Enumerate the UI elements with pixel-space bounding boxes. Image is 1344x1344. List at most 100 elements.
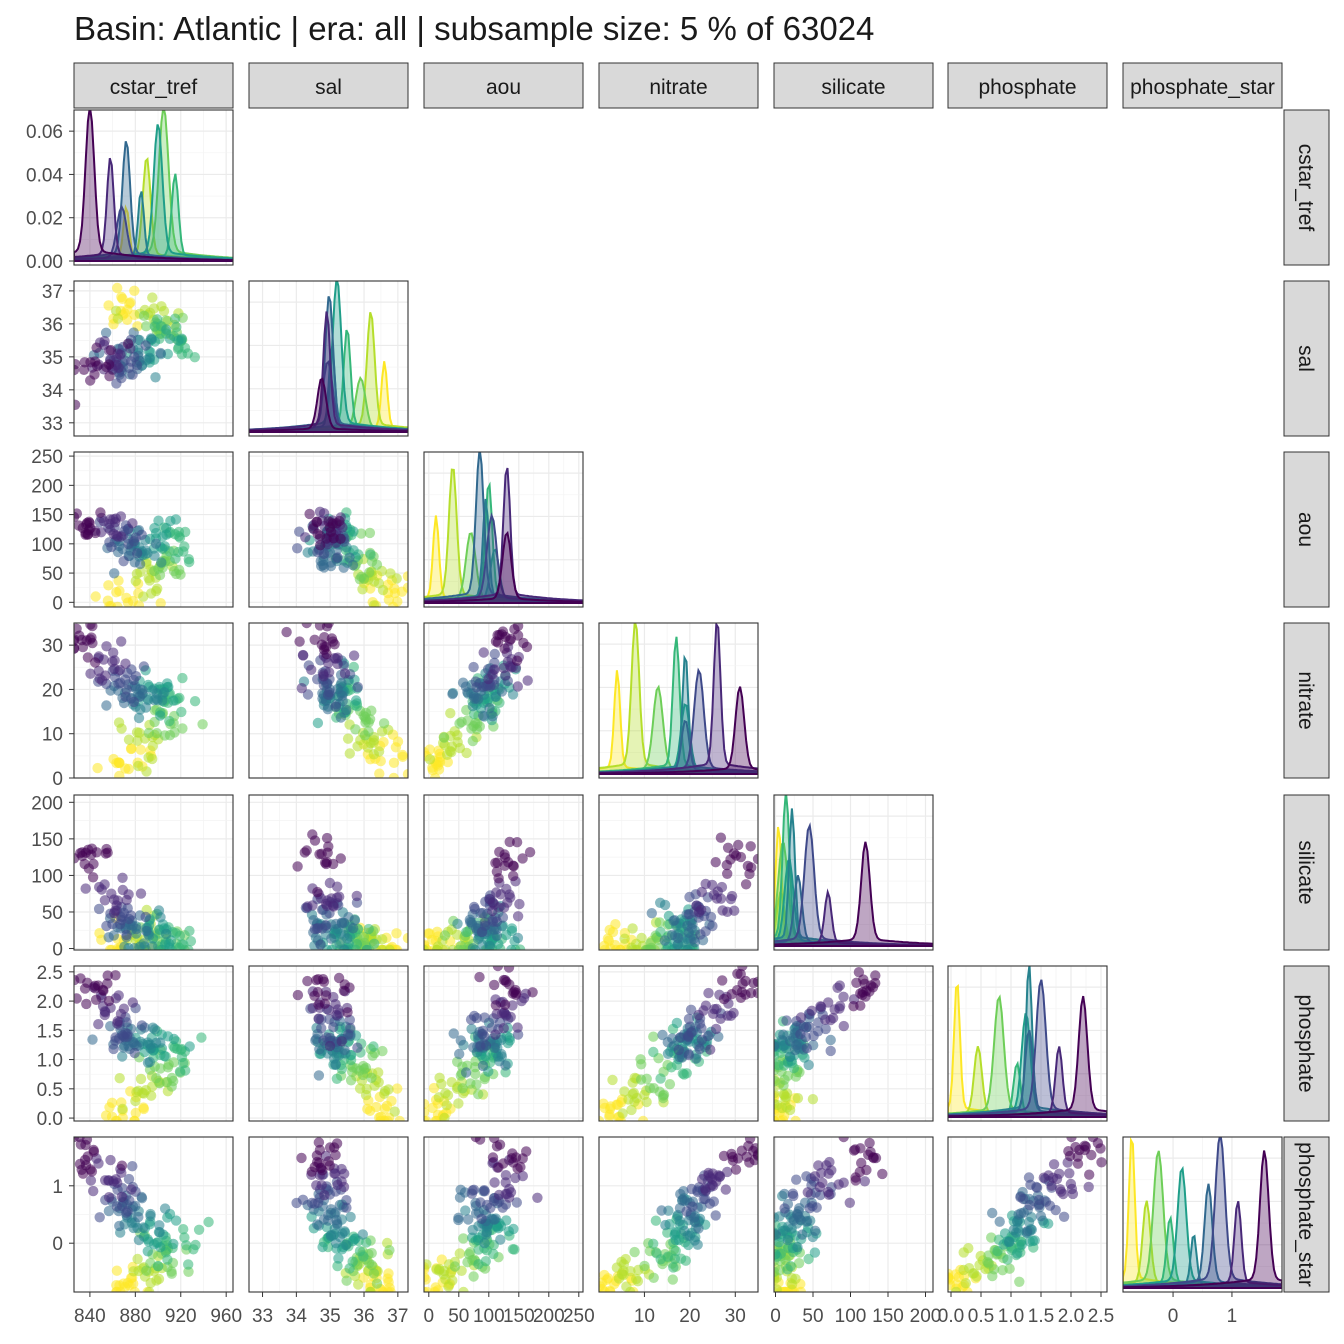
scatter-point: [328, 1021, 339, 1033]
scatter-point: [145, 333, 157, 344]
scatter-point: [365, 1286, 376, 1292]
scatter-point: [117, 872, 128, 883]
scatter-point: [960, 1278, 971, 1289]
scatter-point: [779, 1203, 790, 1214]
scatter-point: [105, 1154, 116, 1166]
scatter-point: [851, 977, 862, 988]
scatter-point: [948, 1272, 954, 1283]
scatter-point: [78, 364, 90, 375]
scatter-point: [424, 1115, 432, 1121]
scatter-point: [361, 944, 372, 950]
scatter-point: [500, 670, 511, 681]
scatter-point: [114, 585, 125, 597]
scatter-point: [468, 661, 479, 673]
scatter-point: [1004, 1263, 1015, 1274]
scatter-point: [143, 1236, 154, 1247]
scatter-point: [491, 1141, 503, 1152]
scatter-point: [314, 623, 326, 631]
scatter-point: [105, 344, 117, 356]
scatter-point: [131, 923, 142, 935]
y-tick-label: 0.06: [26, 122, 63, 143]
scatter-point: [196, 1032, 207, 1043]
scatter-point: [782, 1264, 793, 1275]
scatter-point: [333, 972, 345, 984]
scatter-point: [438, 732, 450, 743]
scatter-point: [397, 751, 408, 762]
scatter-point: [498, 902, 510, 913]
scatter-point: [864, 1137, 875, 1149]
scatter-point: [670, 1245, 681, 1257]
y-tick-label: 34: [42, 381, 64, 402]
scatter-point: [118, 556, 129, 567]
scatter-point: [683, 1030, 694, 1041]
scatter-point: [116, 291, 127, 303]
scatter-point: [103, 1192, 115, 1203]
density-curve: [1123, 1137, 1282, 1289]
scatter-panel-silicate-vs-aou: [423, 794, 584, 951]
scatter-point: [744, 868, 755, 880]
scatter-point: [627, 1077, 638, 1088]
scatter-point: [179, 541, 190, 552]
scatter-point: [331, 1214, 342, 1226]
scatter-point: [99, 336, 110, 347]
scatter-point: [357, 584, 368, 595]
panel-marks: [74, 970, 207, 1121]
scatter-point: [802, 1187, 813, 1198]
scatter-point: [454, 1192, 466, 1203]
scatter-point: [433, 764, 445, 775]
scatter-point: [338, 985, 350, 996]
scatter-point: [505, 633, 517, 645]
scatter-point: [474, 971, 485, 983]
scatter-panel-sal-vs-cstar_tref: [73, 280, 234, 437]
scatter-point: [681, 1206, 692, 1217]
y-axis-phosphate: 0.0 0.5 1.0 1.5 2.0 2.5: [37, 963, 74, 1130]
scatter-point: [1015, 1208, 1027, 1219]
y-tick-label: 35: [42, 348, 63, 369]
scatter-point: [950, 1286, 962, 1292]
x-tick-label: 20: [679, 1306, 700, 1327]
scatter-point: [129, 943, 140, 950]
scatter-point: [788, 1190, 799, 1202]
scatter-point: [176, 706, 187, 718]
scatter-point: [142, 1037, 153, 1048]
scatter-point: [103, 580, 114, 591]
scatter-point: [160, 928, 172, 940]
scatter-point: [330, 653, 342, 664]
y-tick-label: 2.5: [37, 963, 63, 984]
scatter-point: [807, 1094, 819, 1105]
scatter-point: [121, 929, 132, 941]
scatter-point: [366, 1259, 377, 1271]
scatter-point: [703, 987, 714, 999]
scatter-point: [631, 938, 642, 950]
scatter-point: [527, 987, 538, 998]
scatter-point: [312, 886, 323, 898]
scatter-point: [813, 1160, 824, 1171]
scatter-point: [134, 558, 146, 570]
density-panel-cstar_tref-vs-cstar_tref: [73, 109, 234, 266]
scatter-point: [136, 529, 147, 540]
scatter-point: [130, 1095, 141, 1107]
scatter-point: [477, 1060, 489, 1072]
y-tick-label: 36: [42, 315, 63, 336]
scatter-point: [116, 1200, 128, 1212]
scatter-panel-nitrate-vs-aou: [423, 622, 584, 779]
scatter-point: [877, 1168, 888, 1180]
scatter-point: [487, 1152, 499, 1163]
scatter-point: [487, 916, 499, 927]
scatter-point: [825, 1045, 836, 1057]
scatter-point: [604, 1109, 615, 1120]
scatter-point: [466, 1023, 477, 1035]
scatter-point: [774, 1212, 780, 1223]
scatter-point: [489, 648, 500, 660]
panel-marks: [292, 506, 408, 607]
scatter-panel-phosphate_star-vs-silicate: [773, 1136, 934, 1293]
scatter-point: [321, 832, 333, 844]
scatter-point: [113, 990, 124, 1001]
scatter-point: [684, 891, 695, 903]
scatter-point: [323, 1156, 334, 1167]
scatter-point: [309, 835, 321, 846]
scatter-point: [292, 989, 304, 1001]
scatter-point: [674, 1032, 686, 1043]
scatter-point: [364, 567, 375, 578]
scatter-point: [532, 1192, 543, 1204]
